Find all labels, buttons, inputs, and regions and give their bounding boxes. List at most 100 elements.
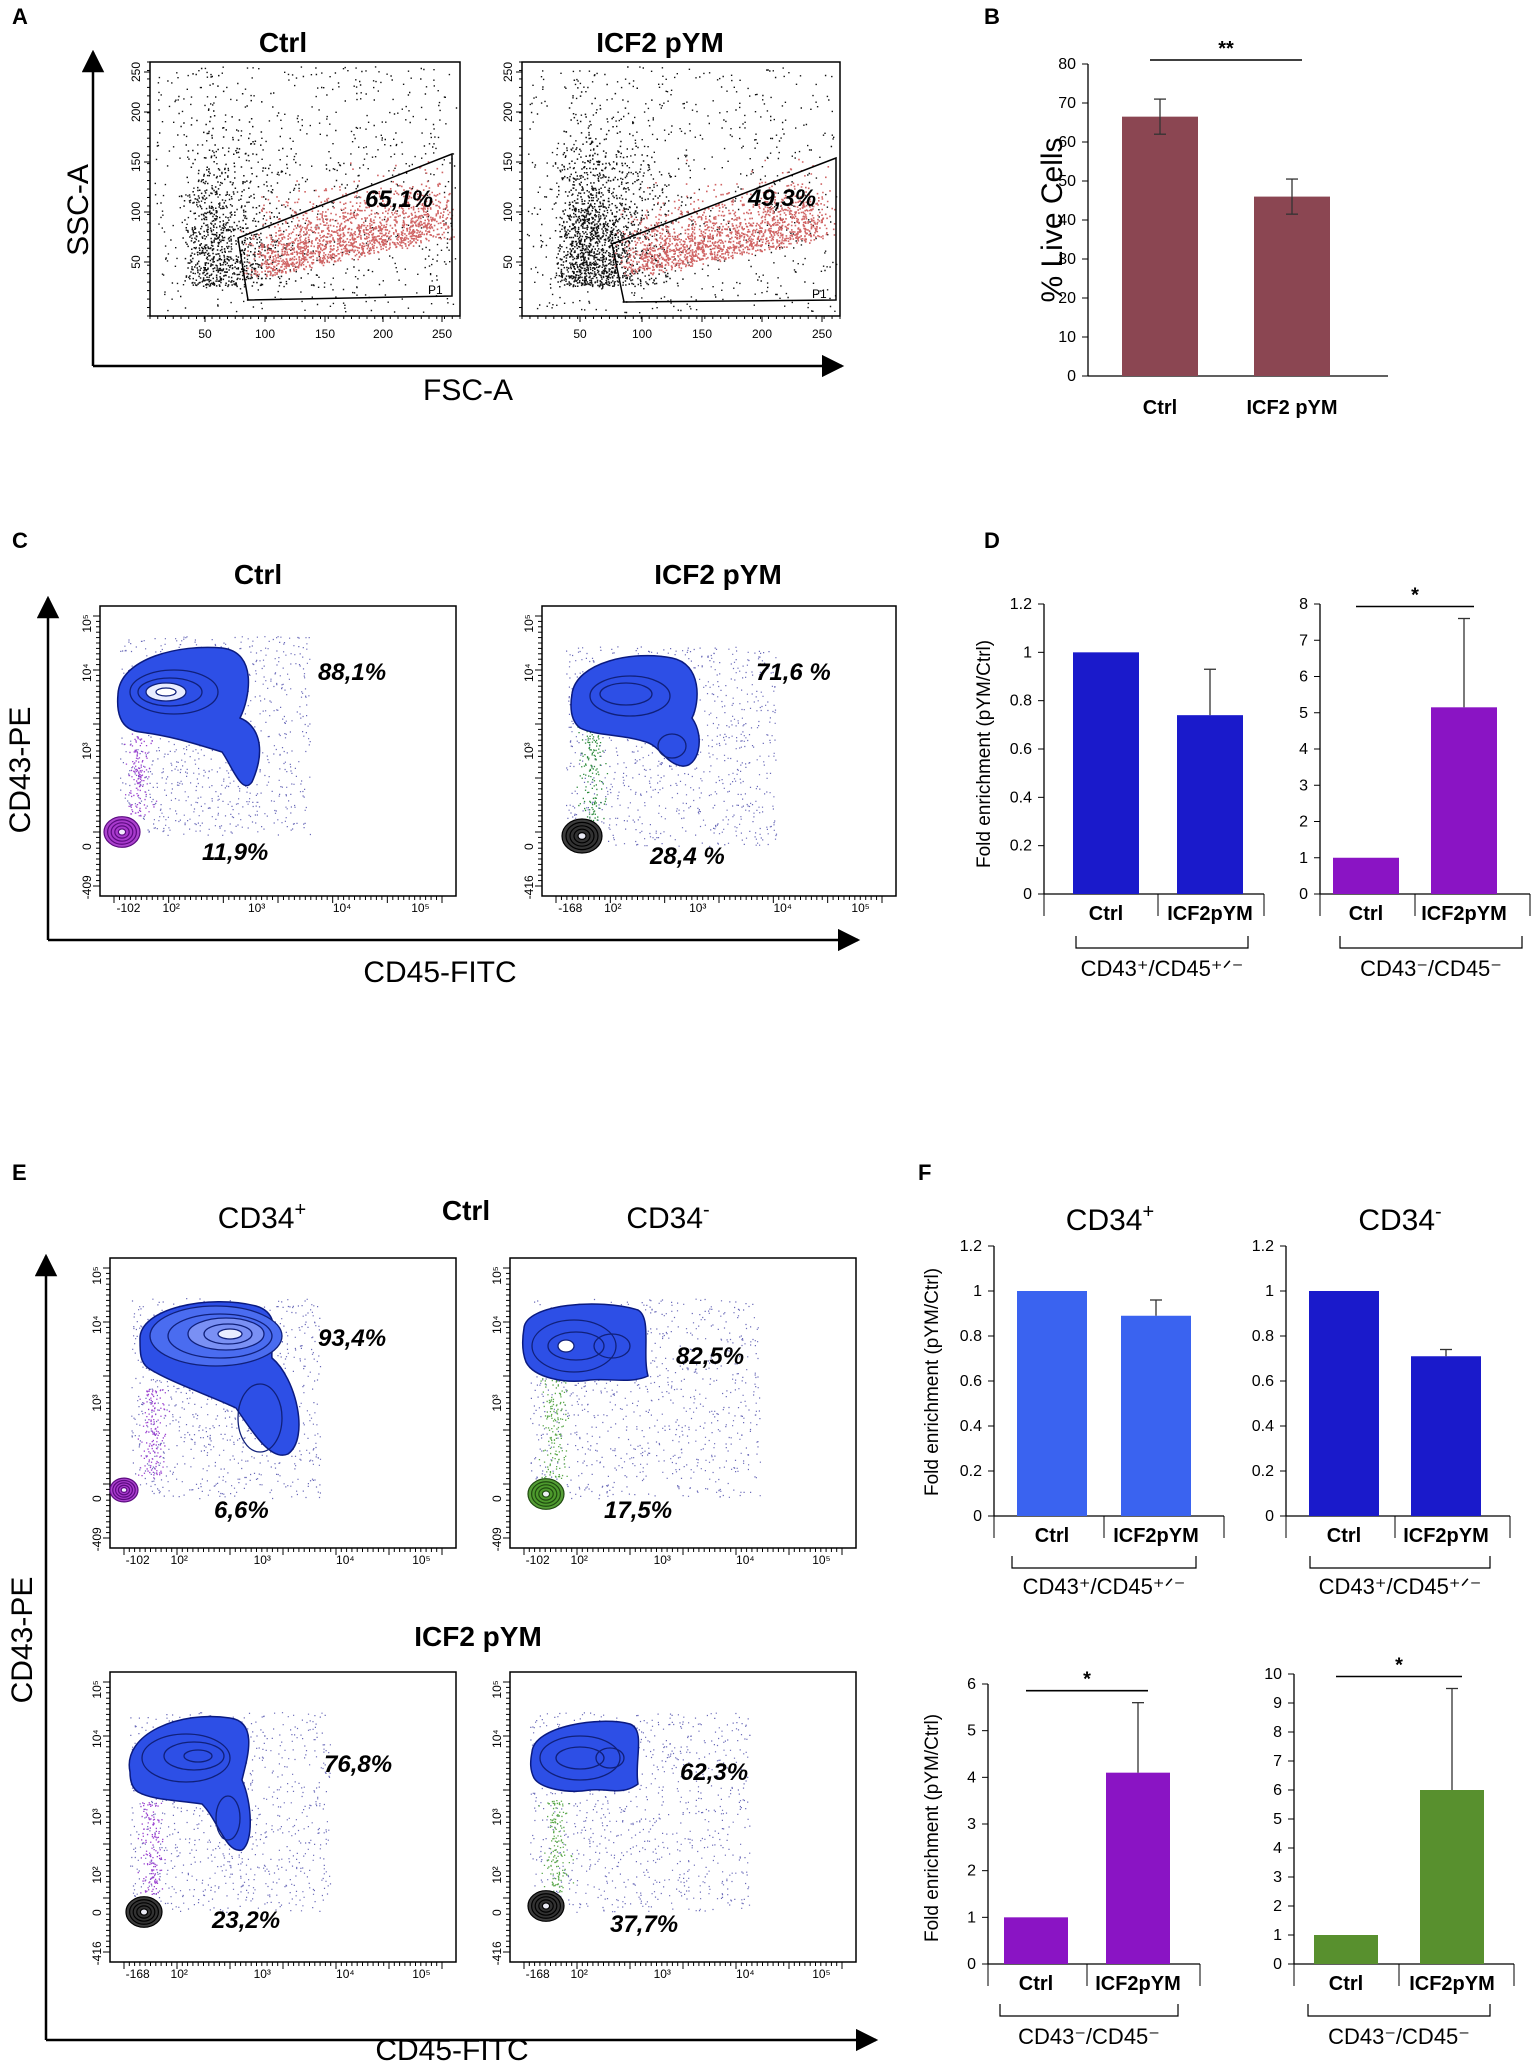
- panel-a-icf-dots: [526, 66, 838, 314]
- panel-e-col-cd34-neg-sup: -: [703, 1199, 710, 1221]
- y-tick-label: 1.2: [1252, 1238, 1274, 1255]
- y-tick-label: 3: [1299, 777, 1308, 794]
- upper-population-contour: [183, 1749, 213, 1763]
- y-tick-label: 1.2: [1010, 596, 1032, 613]
- upper-population-contour: [237, 1383, 283, 1453]
- y-tick-label: 80: [1058, 56, 1076, 73]
- y-tick-label: 8: [1273, 1724, 1282, 1741]
- upper-population-contour: [593, 1333, 631, 1359]
- y-axis-label: Fold enrichment (pYM/Ctrl): [922, 1268, 943, 1496]
- y-tick-label: 10³: [522, 742, 536, 759]
- panel-letter-e: E: [12, 1160, 27, 1185]
- y-tick-label: 10³: [80, 742, 94, 759]
- x-tick-label: -102: [126, 1553, 150, 1567]
- panel-e-icf-pos-ticks: -168 10² 10³ 10⁴ 10⁵ -416 0 10² 10³ 10⁴ 10⁵: [90, 1680, 443, 1981]
- y-axis-label: Fold enrichment (pYM/Ctrl): [922, 1714, 943, 1942]
- group-bracket: [1339, 936, 1523, 949]
- panel-letter-f: F: [918, 1160, 931, 1185]
- category-label: Ctrl: [1019, 1973, 1053, 1995]
- category-label: Ctrl: [1143, 397, 1177, 419]
- panel-a-title-ctrl: Ctrl: [259, 27, 307, 58]
- panel-a-gate-ctrl-name: P1: [428, 283, 443, 297]
- panel-a-gate-ctrl: [237, 152, 453, 301]
- y-tick-label: 10³: [490, 1808, 504, 1825]
- panel-c-ctrl-ticks: -102 10² 10³ 10⁴ 10⁵ -409 0 10³ 10⁴ 10⁵: [80, 614, 443, 915]
- y-tick-label: 40: [1058, 212, 1076, 229]
- chart-f3: 0 1 2 3 4 5 6 Ctrl ICF2pYM Fold enrichment (pYM/C…: [922, 1669, 1201, 2049]
- chart-f1: 0 0.2 0.4 0.6 0.8 1 1.2 Ctrl ICF2pYM Fold enrichm…: [922, 1238, 1225, 1599]
- upper-population-contour: [137, 677, 203, 707]
- x-tick-label: 100: [632, 327, 652, 341]
- y-tick-label: 10²: [90, 1866, 104, 1883]
- flow-bridge-events: [576, 726, 609, 822]
- category-label: ICF2pYM: [1167, 903, 1253, 925]
- y-tick-label: 10⁴: [90, 1315, 104, 1334]
- panel-e-icf-neg-frame: [509, 1671, 857, 1963]
- category-label: Ctrl: [1349, 903, 1383, 925]
- panel-a-gate-icf-name: P1: [812, 287, 827, 301]
- x-tick-label: 10⁴: [333, 901, 352, 915]
- y-tick-label: 6: [1273, 1782, 1282, 1799]
- panel-e-icf-pos-upper-pct: 76,8%: [324, 1751, 392, 1778]
- y-tick-label: 200: [129, 102, 143, 122]
- x-tick-label: 10⁴: [773, 901, 792, 915]
- bar-icf2pym: [1177, 715, 1243, 894]
- y-tick-label: 4: [967, 1769, 976, 1786]
- y-tick-label: 2: [1299, 814, 1308, 831]
- flow-speckle-events: [530, 1298, 761, 1500]
- y-tick-label: 2: [1273, 1898, 1282, 1915]
- x-tick-label: 50: [198, 327, 212, 341]
- y-tick-label: 10⁵: [522, 614, 536, 632]
- x-tick-label: 50: [573, 327, 587, 341]
- upper-population: [116, 646, 261, 787]
- panel-c-icf-ticks: -168 10² 10³ 10⁴ 10⁵ -416 0 10³ 10⁴ 10⁵: [522, 614, 883, 915]
- panel-e-icf-pos-lower-pct: 23,2%: [211, 1907, 280, 1934]
- upper-population-contour: [129, 669, 219, 715]
- panel-a-plot-icf-frame: [521, 61, 841, 317]
- x-tick-label: 10²: [171, 1967, 188, 1981]
- panel-c-title-ctrl: Ctrl: [234, 559, 282, 590]
- y-tick-label: -416: [522, 875, 536, 899]
- bar-ctrl: [1004, 1917, 1068, 1964]
- upper-population-contour: [557, 1339, 575, 1353]
- y-tick-label: 6: [1299, 669, 1308, 686]
- panel-letter-c: C: [12, 528, 28, 553]
- flow-bridge-events: [137, 1388, 171, 1479]
- panel-c-plot-ctrl-frame: [99, 605, 457, 897]
- x-tick-label: 10⁴: [336, 1967, 355, 1981]
- y-tick-label: 7: [1299, 632, 1308, 649]
- panel-c-icf-populations: [561, 646, 778, 854]
- y-tick-label: 10⁴: [80, 663, 94, 682]
- y-tick-label: 250: [501, 62, 515, 82]
- significance-marker: *: [1083, 1669, 1091, 1691]
- lower-population-contour: [139, 1908, 149, 1916]
- x-tick-label: -168: [526, 1967, 550, 1981]
- y-tick-label: 0.4: [960, 1418, 982, 1435]
- scatter-gated-events: [613, 158, 836, 277]
- x-tick-label: 10⁴: [336, 1553, 355, 1567]
- upper-population-contour: [589, 675, 671, 717]
- chart-f4: 0 1 2 3 4 5 6 7 8 9 10 Ctrl ICF2pYM * CD43⁻/CD45⁻: [1264, 1655, 1515, 2049]
- y-tick-label: 150: [501, 152, 515, 172]
- flow-bridge-events: [137, 1802, 166, 1895]
- panel-e: CD43-PE CD45-FITC CD34+ Ctrl CD34- ICF2 …: [6, 1195, 879, 2062]
- panel-c-ctrl-lower-pct: 11,9%: [202, 839, 268, 866]
- x-tick-label: 10⁵: [412, 1967, 430, 1981]
- x-tick-label: 10²: [571, 1967, 588, 1981]
- group-bracket: [1075, 936, 1249, 949]
- upper-population-contour: [539, 1735, 621, 1781]
- y-tick-label: 50: [501, 255, 515, 269]
- bar-ctrl: [1122, 116, 1198, 377]
- y-tick-label: 1: [1273, 1927, 1282, 1944]
- y-tick-label: 30: [1058, 251, 1076, 268]
- y-tick-label: 10⁵: [90, 1680, 104, 1698]
- category-label: ICF2pYM: [1113, 1525, 1199, 1547]
- panel-letter-d: D: [984, 528, 1000, 553]
- y-tick-label: -409: [490, 1527, 504, 1551]
- x-tick-label: -102: [116, 901, 140, 915]
- scatter-black-events: [154, 66, 458, 313]
- bar-ctrl: [1314, 1935, 1378, 1964]
- panel-f-header-cd34-neg-text: CD34: [1358, 1204, 1435, 1237]
- upper-population-contour: [155, 687, 177, 697]
- category-label: ICF2pYM: [1095, 1973, 1181, 1995]
